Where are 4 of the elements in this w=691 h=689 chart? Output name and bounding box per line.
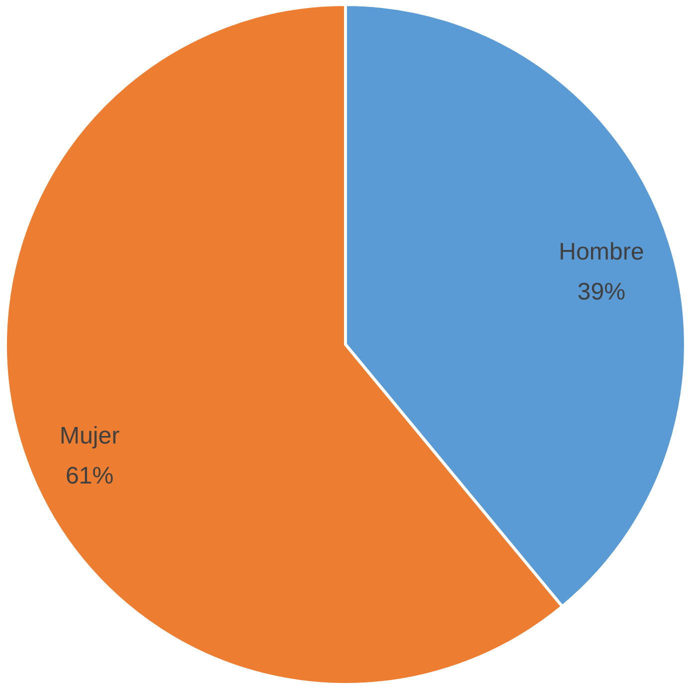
slice-label: Hombre	[558, 238, 644, 266]
data-label: 39%	[577, 278, 626, 306]
data-label: 61%	[66, 462, 114, 490]
slice-label: Mujer	[60, 422, 120, 450]
